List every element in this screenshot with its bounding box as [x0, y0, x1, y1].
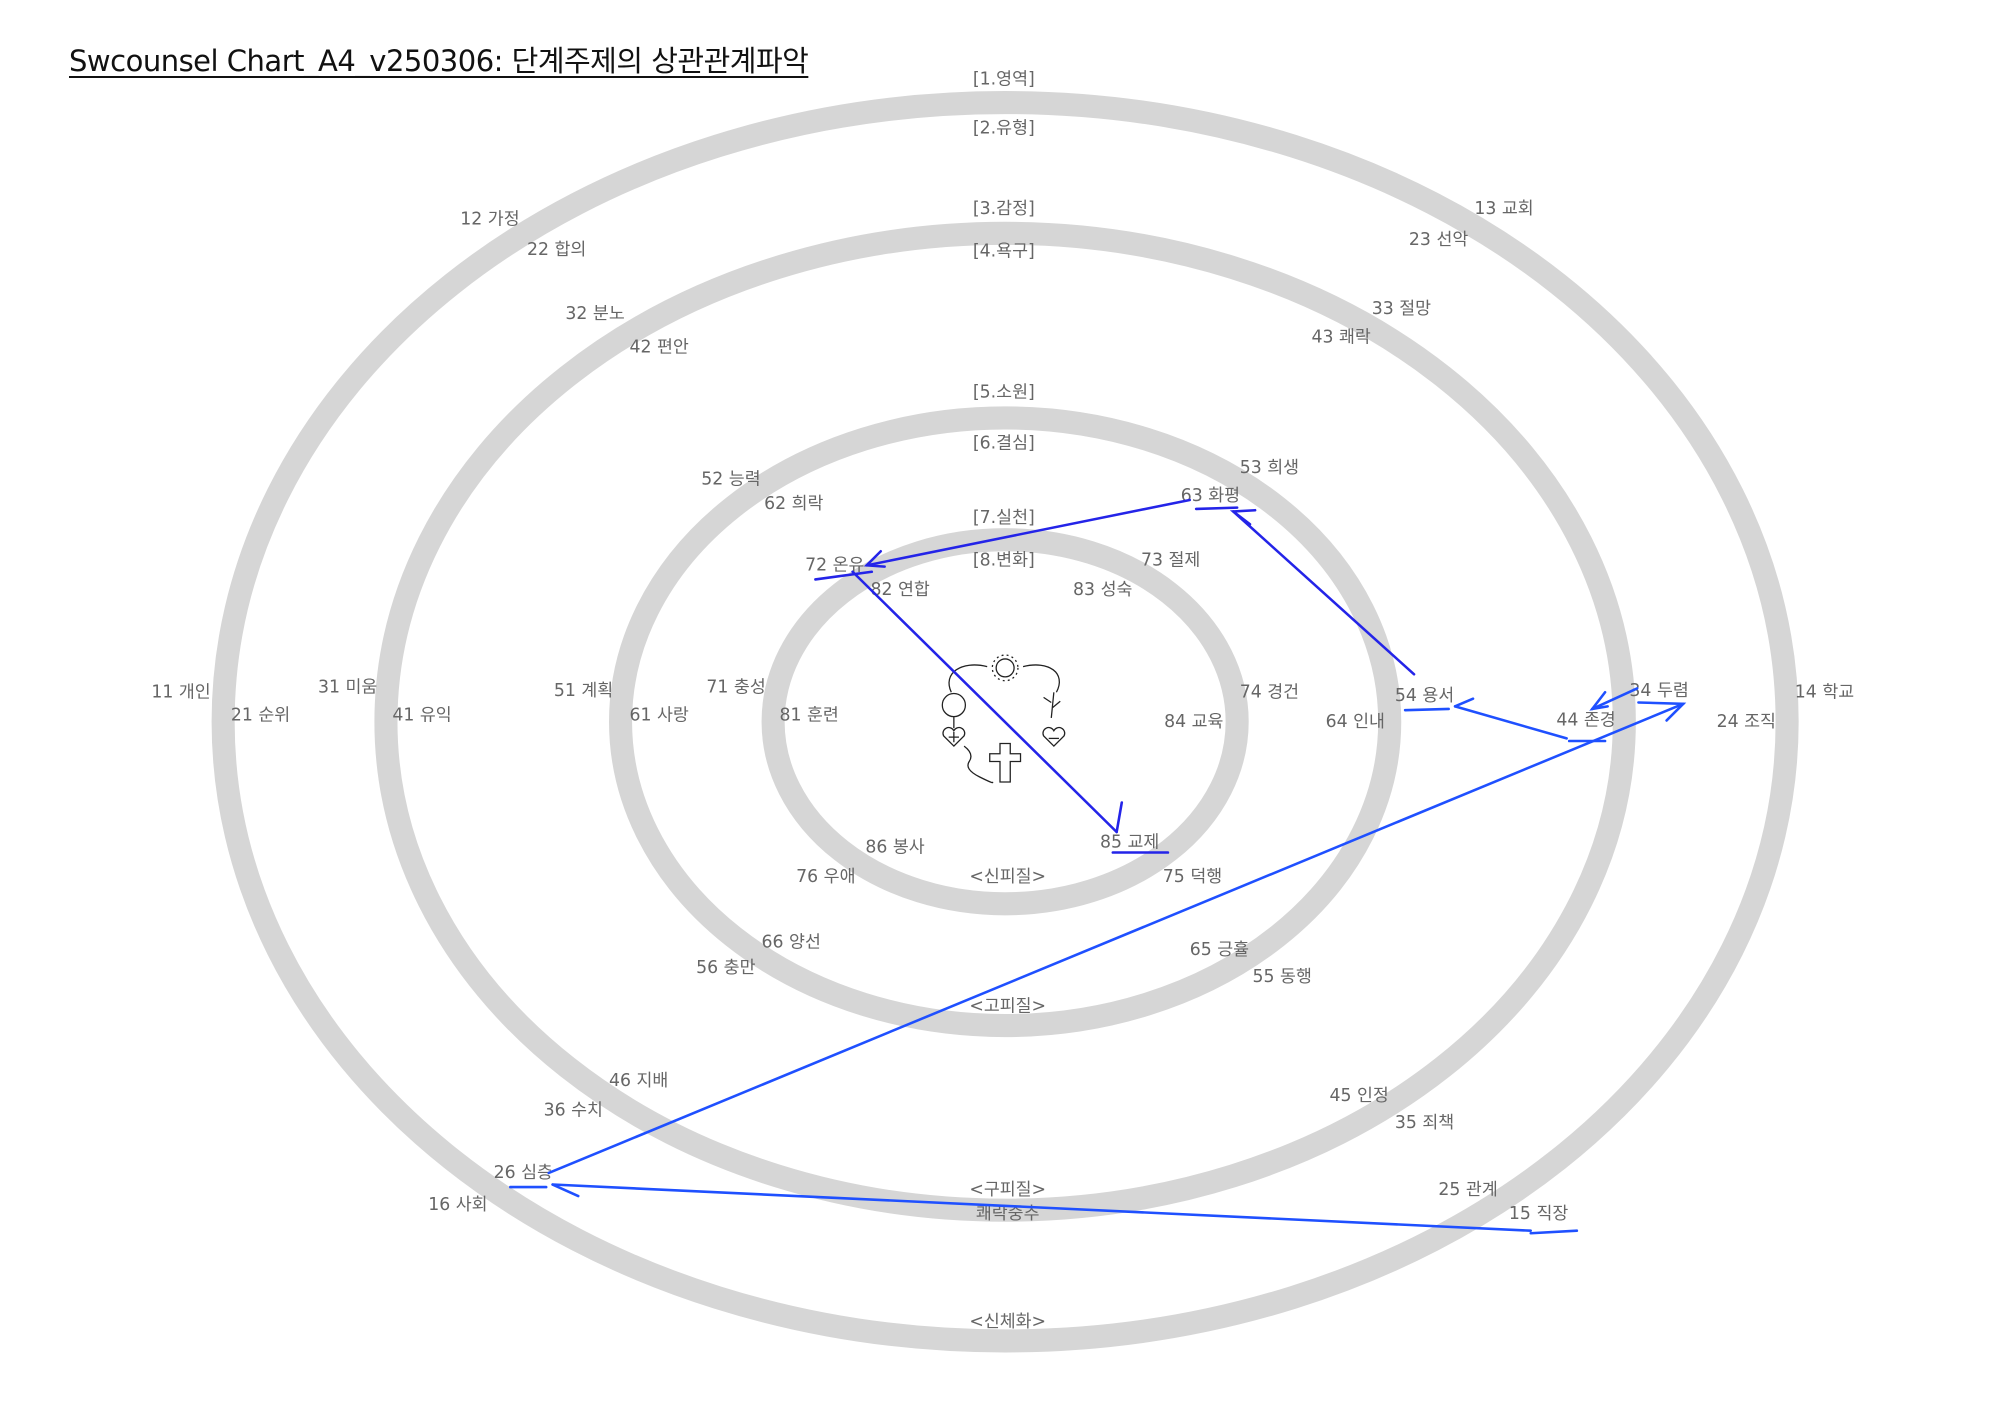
node-label: 16 사회: [428, 1195, 487, 1215]
stage-label: [3.감정]: [973, 199, 1035, 219]
node-label: 63 화평: [1181, 486, 1240, 506]
node-label: 62 희락: [764, 494, 823, 514]
brain-region-label: <신피질>: [969, 867, 1046, 887]
stage-label: [2.유형]: [973, 118, 1035, 138]
node-label: 43 쾌락: [1312, 327, 1371, 347]
node-label: 52 능력: [701, 470, 760, 490]
node-label: 36 수치: [544, 1100, 603, 1120]
arrowhead-1: [1115, 801, 1124, 834]
arrowhead-5: [1637, 701, 1687, 722]
node-label: 24 조직: [1717, 712, 1776, 732]
node-label: 26 심층: [494, 1163, 553, 1183]
node-label: 66 양선: [762, 932, 821, 952]
connection-arrow-2: [1232, 510, 1416, 676]
stage-label: [5.소원]: [973, 382, 1035, 402]
node-label: 65 긍휼: [1190, 940, 1249, 960]
node-label: 61 사랑: [630, 705, 689, 725]
node-label: 41 유익: [392, 705, 451, 725]
node-label: 45 인정: [1329, 1086, 1388, 1106]
node-label: 75 덕행: [1163, 867, 1222, 887]
brain-region-label: <구피질>: [969, 1180, 1046, 1200]
node-label: 55 동행: [1253, 967, 1312, 987]
node-label: 35 죄책: [1395, 1113, 1454, 1133]
connection-arrow-4: [1590, 687, 1639, 711]
node-label: 46 지배: [609, 1071, 668, 1091]
node-label: 32 분노: [565, 304, 624, 324]
stage-label: [7.실천]: [973, 508, 1035, 528]
node-label: 25 관계: [1438, 1180, 1497, 1200]
node-label: 76 우애: [796, 867, 855, 887]
ring-4: [761, 528, 1249, 916]
node-label: 33 절망: [1372, 299, 1431, 319]
node-label: 22 합의: [527, 240, 586, 260]
connection-arrow-0: [865, 498, 1192, 567]
node-label: 13 교회: [1474, 199, 1533, 219]
node-underline-2: [1194, 506, 1239, 511]
gospel-cycle-icon: [941, 654, 1066, 784]
node-label: 12 가정: [460, 209, 519, 229]
node-label: 81 훈련: [780, 705, 839, 725]
node-label: 74 경건: [1240, 682, 1299, 702]
arrowhead-4: [1589, 690, 1609, 711]
brain-region-label: <고피질>: [969, 996, 1046, 1016]
node-label: 23 선악: [1409, 230, 1468, 250]
stage-label: [6.결심]: [973, 434, 1035, 454]
node-underline-3: [1403, 707, 1450, 712]
ring-3: [609, 406, 1402, 1038]
arrowhead-2: [1229, 508, 1257, 526]
node-label: 11 개인: [151, 682, 210, 702]
node-label: 64 인내: [1326, 712, 1385, 732]
node-label: 34 두렴: [1629, 681, 1688, 701]
node-label: 82 연합: [871, 580, 930, 600]
arrowhead-6: [551, 1183, 580, 1198]
node-label: 83 성숙: [1073, 580, 1132, 600]
node-label: 84 교육: [1164, 712, 1223, 732]
node-label: 56 충만: [696, 958, 755, 978]
arrowhead-0: [863, 549, 886, 568]
stage-label: [1.영역]: [973, 70, 1035, 90]
stage-label: [8.변화]: [973, 550, 1035, 570]
stage-label: [4.욕구]: [973, 241, 1035, 261]
node-label: 54 용서: [1395, 686, 1454, 706]
node-label: 44 존경: [1556, 711, 1615, 731]
ring-1: [211, 91, 1799, 1353]
node-label: 85 교제: [1100, 832, 1159, 852]
chart-title: Swcounsel Chart_A4_v250306: 단계주제의 상관관계파악: [69, 44, 809, 78]
node-label: 73 절제: [1141, 550, 1200, 570]
connection-arrow-1: [851, 570, 1118, 834]
node-label: 31 미움: [318, 677, 377, 697]
node-label: 51 계획: [554, 681, 613, 701]
node-underline-0: [814, 570, 874, 581]
node-label: 14 학교: [1795, 682, 1854, 702]
node-label: 15 직장: [1509, 1204, 1568, 1224]
node-label: 53 희생: [1240, 458, 1299, 478]
node-label: 71 충성: [706, 677, 765, 697]
node-label: 86 봉사: [865, 838, 924, 858]
node-label: 42 편안: [630, 338, 689, 358]
connection-arrow-6: [551, 1183, 1533, 1232]
brain-region-label: 쾌락중추: [976, 1204, 1040, 1224]
ring-2: [374, 221, 1636, 1222]
node-label: 21 순위: [231, 705, 290, 725]
connection-arrow-5: [547, 702, 1685, 1175]
brain-region-label: <신체화>: [969, 1312, 1046, 1332]
node-underline-15: [1529, 1229, 1579, 1235]
connection-arrow-3: [1453, 705, 1568, 740]
node-label: 72 온유: [805, 555, 864, 575]
arrowhead-3: [1453, 697, 1475, 708]
